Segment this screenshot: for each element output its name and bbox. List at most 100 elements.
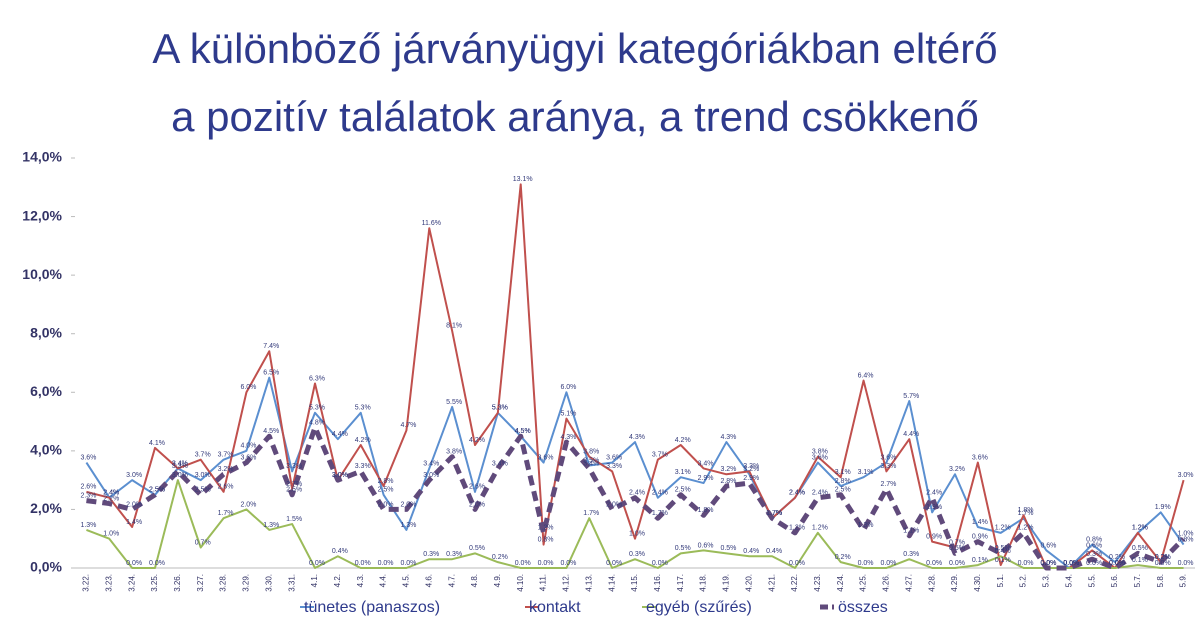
data-label: 1.7%	[1018, 510, 1034, 517]
x-tick-label: 3.27.	[196, 574, 205, 592]
data-label: 0.0%	[1109, 560, 1125, 567]
data-label: 0.0%	[538, 560, 554, 567]
y-tick-label: 4,0%	[30, 442, 62, 458]
data-label: 0.3%	[1086, 551, 1102, 558]
x-tick-label: 4.10.	[516, 574, 525, 592]
data-label: 2.8%	[378, 478, 394, 485]
data-label: 0.2%	[1155, 554, 1171, 561]
data-label: 0.6%	[698, 542, 714, 549]
data-label: 0.0%	[1063, 560, 1079, 567]
data-label: 4.2%	[469, 437, 485, 444]
data-label: 1.7%	[766, 510, 782, 517]
data-label: 3.6%	[538, 454, 554, 461]
data-label: 3.0%	[126, 472, 142, 479]
chart-title: a pozitív találatok aránya, a trend csök…	[171, 93, 979, 140]
data-label: 3.0%	[195, 472, 211, 479]
data-label: 1.8%	[698, 507, 714, 514]
data-label: 1.8%	[1018, 507, 1034, 514]
data-label: 3.2%	[949, 466, 965, 473]
x-tick-label: 3.23.	[104, 574, 113, 592]
data-label: 3.6%	[812, 454, 828, 461]
data-label: 0.9%	[926, 533, 942, 540]
data-label: 2.5%	[835, 487, 851, 494]
data-label: 0.0%	[1086, 560, 1102, 567]
data-label: 5.7%	[903, 393, 919, 400]
x-tick-label: 3.28.	[219, 574, 228, 592]
data-label: 4.2%	[355, 437, 371, 444]
data-label: 11.6%	[422, 220, 441, 227]
data-label: 1.7%	[766, 510, 782, 517]
data-label: 0.4%	[743, 548, 759, 555]
data-label: 0.0%	[1018, 560, 1034, 567]
data-label: 0.9%	[972, 533, 988, 540]
data-label: 2.0%	[378, 501, 394, 508]
x-tick-label: 5.4.	[1064, 574, 1073, 587]
data-label: 1.4%	[972, 519, 988, 526]
data-label: 3.4%	[423, 460, 439, 467]
data-label: 2.5%	[195, 487, 211, 494]
data-label: 5.3%	[355, 405, 371, 412]
data-label: 2.4%	[103, 490, 119, 497]
data-label: 2.5%	[286, 487, 302, 494]
x-tick-label: 4.11.	[539, 574, 548, 591]
x-tick-label: 4.18.	[699, 574, 708, 592]
data-label: 0.4%	[332, 548, 348, 555]
x-tick-label: 5.7.	[1133, 574, 1142, 587]
data-label: 0.0%	[606, 560, 622, 567]
data-label: 3.3%	[172, 463, 188, 470]
data-label: 0.0%	[126, 560, 142, 567]
data-label: 3.0%	[332, 472, 348, 479]
x-tick-label: 3.31.	[287, 574, 296, 592]
data-label: 0.5%	[949, 545, 965, 552]
data-label: 0.3%	[903, 551, 919, 558]
x-tick-label: 3.24.	[127, 574, 136, 592]
x-tick-label: 4.20.	[744, 574, 753, 592]
data-label: 0.8%	[1086, 536, 1102, 543]
x-tick-label: 4.27.	[904, 574, 913, 592]
data-label: 0.0%	[1063, 560, 1079, 567]
y-tick-label: 14,0%	[22, 149, 62, 165]
data-label: 2.4%	[789, 490, 805, 497]
x-tick-label: 4.25.	[859, 574, 868, 592]
data-label: 0.0%	[149, 560, 165, 567]
data-label: 2.0%	[400, 501, 416, 508]
data-label: 0.0%	[400, 560, 416, 567]
x-tick-label: 4.12.	[562, 574, 571, 592]
data-label: 0.5%	[675, 545, 691, 552]
data-label: 3.0%	[423, 472, 439, 479]
data-label: 2.4%	[652, 490, 668, 497]
data-label: 6.0%	[560, 384, 576, 391]
x-tick-label: 4.13.	[584, 574, 593, 592]
data-label: 2.9%	[698, 475, 714, 482]
data-label: 1.3%	[858, 522, 874, 529]
data-label: 3.2%	[743, 466, 759, 473]
data-label: 2.8%	[835, 478, 851, 485]
data-label: 0.6%	[1040, 542, 1056, 549]
data-label: 1.2%	[995, 525, 1011, 532]
x-tick-label: 4.15.	[630, 574, 639, 592]
x-tick-label: 4.4.	[379, 574, 388, 587]
data-label: 1.7%	[766, 510, 782, 517]
x-tick-label: 4.9.	[493, 574, 502, 587]
data-label: 3.1%	[675, 469, 691, 476]
legend-label: tünetes (panaszos)	[304, 599, 440, 616]
y-tick-label: 2,0%	[30, 500, 62, 516]
data-label: 2.6%	[218, 484, 234, 491]
x-tick-label: 4.3.	[356, 574, 365, 587]
data-label: 4.3%	[560, 434, 576, 441]
data-label: 3.8%	[812, 449, 828, 456]
data-label: 0.8%	[1178, 536, 1194, 543]
data-label: 1.9%	[1155, 504, 1171, 511]
data-label: 4.1%	[149, 440, 165, 447]
x-tick-label: 5.6.	[1110, 574, 1119, 587]
x-tick-label: 3.30.	[264, 574, 273, 592]
data-label: 2.5%	[675, 487, 691, 494]
data-label: 1.2%	[1132, 525, 1148, 532]
data-label: 2.3%	[80, 492, 96, 499]
x-tick-label: 5.9.	[1179, 574, 1188, 587]
y-tick-label: 6,0%	[30, 383, 62, 399]
x-tick-label: 4.19.	[722, 574, 731, 592]
data-label: 3.7%	[195, 451, 211, 458]
x-tick-label: 3.29.	[242, 574, 251, 592]
data-label: 0.0%	[378, 560, 394, 567]
